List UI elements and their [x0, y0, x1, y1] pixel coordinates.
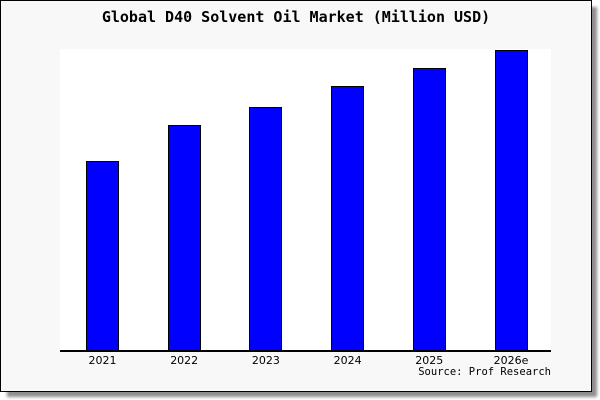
- bar-2023: [249, 107, 283, 350]
- bar-2026e: [494, 50, 528, 350]
- x-tick-label-2026e: 2026e: [493, 354, 529, 367]
- x-tick-label-2023: 2023: [251, 354, 280, 367]
- bar-2022: [167, 125, 201, 350]
- chart-title: Global D40 Solvent Oil Market (Million U…: [101, 8, 491, 26]
- plot-area: [60, 49, 551, 352]
- x-tick-label-2021: 2021: [88, 354, 117, 367]
- source-text: Source: Prof Research: [418, 366, 551, 378]
- x-tick-label-2025: 2025: [415, 354, 444, 367]
- x-axis-labels: 2021 2022 2023 2024 2025 2026e: [60, 354, 551, 370]
- bar-2024: [331, 86, 365, 350]
- bar-2021: [86, 161, 119, 350]
- bar-2025: [412, 68, 446, 350]
- x-tick-label-2022: 2022: [170, 354, 199, 367]
- chart-frame: Global D40 Solvent Oil Market (Million U…: [0, 0, 592, 392]
- x-tick-label-2024: 2024: [333, 354, 362, 367]
